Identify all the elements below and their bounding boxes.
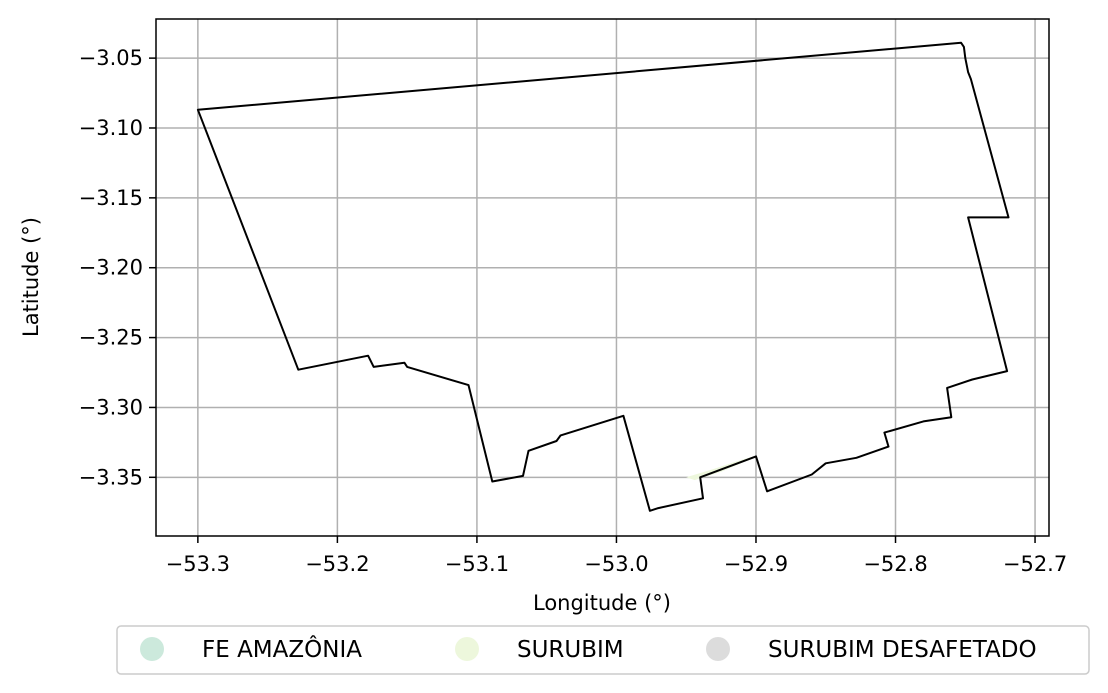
boundary-polygon: [196, 41, 1010, 512]
y-tick-label: −3.20: [79, 256, 143, 280]
plot-area-frame: [155, 18, 1050, 537]
legend-label-fe-amazonia: FE AMAZÔNIA: [202, 635, 362, 663]
x-tick-label: −53.3: [166, 552, 230, 576]
boundary-outline: [196, 41, 1010, 512]
y-axis-label: Latitude (°): [19, 217, 43, 337]
x-tick-label: −52.8: [863, 552, 927, 576]
legend-frame: [116, 625, 1090, 675]
x-tick-label: −53.2: [305, 552, 369, 576]
x-tick-label: −52.7: [1003, 552, 1067, 576]
y-axis-ticks: −3.05 −3.10 −3.15 −3.20 −3.25 −3.30 −3.35: [79, 46, 156, 489]
legend-marker-surubim: [455, 637, 479, 661]
x-tick-label: −53.0: [584, 552, 648, 576]
legend-marker-fe-amazonia: [140, 637, 164, 661]
x-axis-label: Longitude (°): [533, 591, 671, 615]
y-tick-label: −3.15: [79, 186, 143, 210]
x-tick-label: −52.9: [724, 552, 788, 576]
legend-marker-surubim-desafetado: [706, 637, 730, 661]
legend-label-surubim: SURUBIM: [517, 637, 624, 663]
legend: FE AMAZÔNIA SURUBIM SURUBIM DESAFETADO: [116, 625, 1090, 675]
y-tick-label: −3.10: [79, 116, 143, 140]
region-polygon-surubim: [686, 456, 754, 481]
y-tick-label: −3.35: [79, 465, 143, 489]
region-polygons: [686, 456, 754, 481]
y-tick-label: −3.25: [79, 326, 143, 350]
grid-lines: [156, 19, 1049, 536]
x-axis-ticks: −53.3 −53.2 −53.1 −53.0 −52.9 −52.8 −52.7: [166, 536, 1067, 576]
y-tick-label: −3.30: [79, 395, 143, 419]
legend-label-surubim-desafetado: SURUBIM DESAFETADO: [768, 637, 1037, 663]
y-tick-label: −3.05: [79, 46, 143, 70]
x-tick-label: −53.1: [445, 552, 509, 576]
